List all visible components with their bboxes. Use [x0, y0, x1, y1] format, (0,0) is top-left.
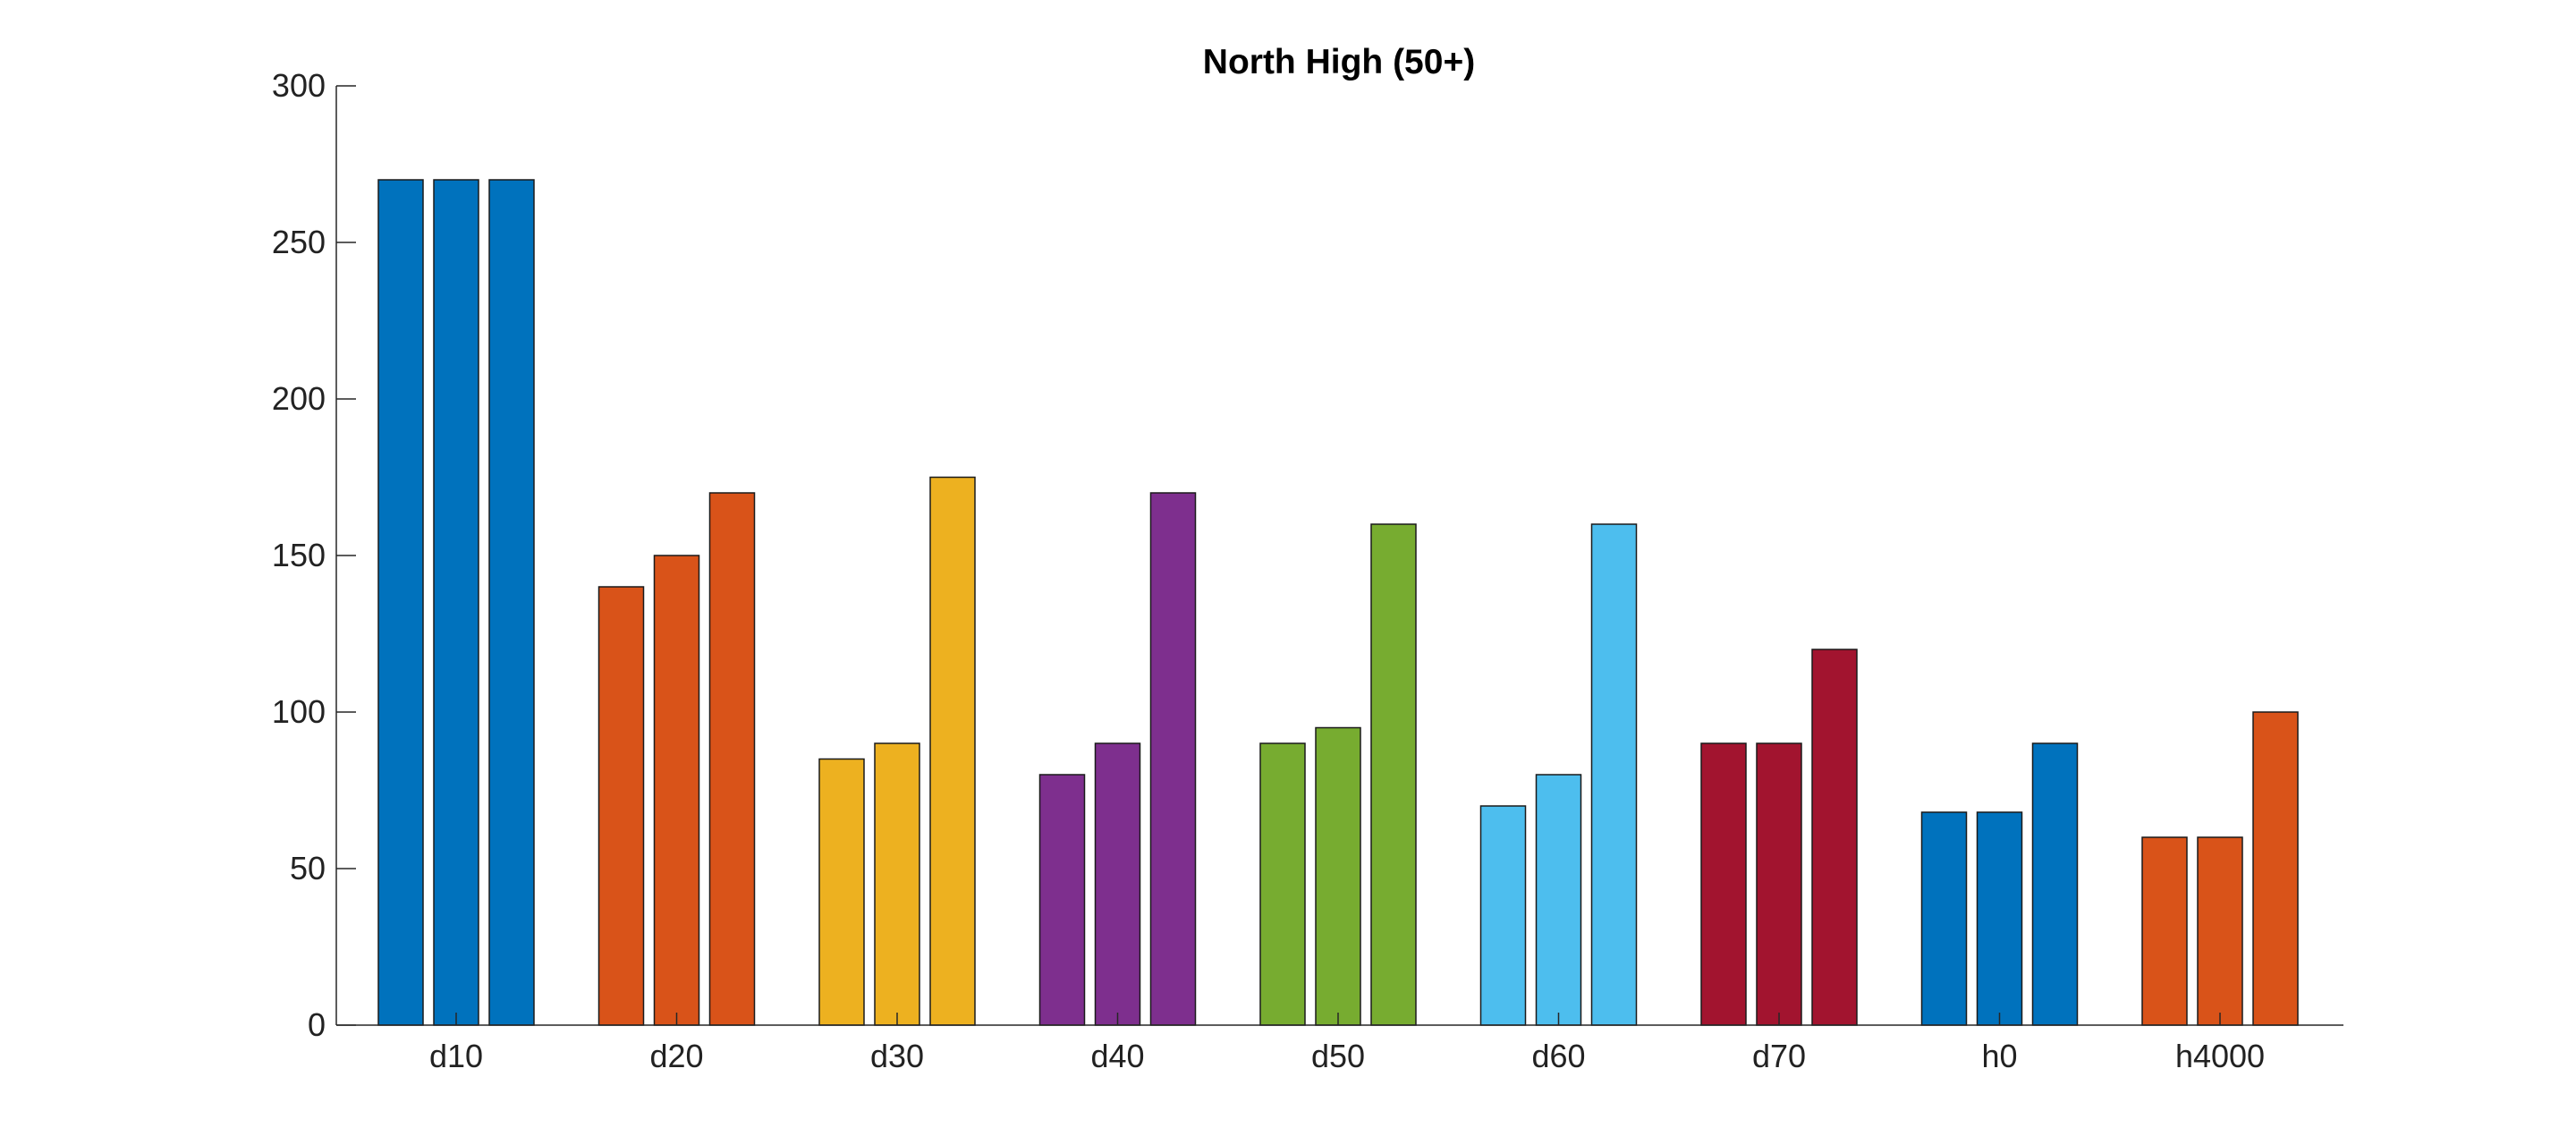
axes-layer [335, 85, 2343, 1026]
bar-d30-1 [818, 758, 865, 1026]
y-tick-label-200: 200 [272, 380, 326, 417]
x-tick-label-d70: d70 [1752, 1038, 1806, 1074]
y-tick-label-250: 250 [272, 224, 326, 260]
bar-h0-3 [2031, 742, 2079, 1026]
x-tick-label-d50: d50 [1311, 1038, 1365, 1074]
x-tick-label-d20: d20 [649, 1038, 703, 1074]
bar-d30-3 [929, 476, 976, 1026]
bar-d70-2 [1756, 742, 1802, 1026]
y-tick-label-100: 100 [272, 693, 326, 730]
bar-d10-3 [488, 179, 535, 1026]
x-tick-label-d30: d30 [870, 1038, 924, 1074]
labels-layer: d10 d20 d30 d40 d50 d60 d70 h0 h4000 0 50 100 150 200… [272, 67, 2265, 1074]
y-tick-label-300: 300 [272, 67, 326, 104]
bar-d10-1 [377, 179, 424, 1026]
bars-layer [377, 179, 2299, 1026]
bar-d40-2 [1094, 742, 1141, 1026]
bar-d20-1 [597, 586, 645, 1026]
x-tick-label-d10: d10 [429, 1038, 483, 1074]
bar-d30-2 [874, 742, 920, 1026]
bar-d40-3 [1149, 492, 1197, 1026]
bar-h4000-1 [2141, 836, 2188, 1026]
bar-d60-2 [1535, 774, 1582, 1026]
chart-title: North High (50+) [1203, 43, 1475, 81]
x-tick-label-h0: h0 [1981, 1038, 2017, 1074]
bar-d60-1 [1479, 805, 1527, 1026]
bar-d60-3 [1590, 523, 1638, 1026]
x-tick-label-d60: d60 [1531, 1038, 1585, 1074]
bar-d10-2 [433, 179, 479, 1026]
bar-h0-1 [1920, 811, 1968, 1026]
bar-d70-1 [1700, 742, 1747, 1026]
bar-d20-2 [653, 555, 700, 1026]
bar-d40-1 [1038, 774, 1086, 1026]
bar-h0-2 [1976, 811, 2023, 1026]
y-tick-label-50: 50 [290, 850, 326, 886]
bar-d50-3 [1370, 523, 1417, 1026]
bar-d20-3 [708, 492, 756, 1026]
x-tick-label-d40: d40 [1090, 1038, 1144, 1074]
bar-d50-2 [1315, 726, 1361, 1026]
bar-d50-1 [1259, 742, 1306, 1026]
y-tick-label-0: 0 [308, 1006, 326, 1043]
x-tick-label-h4000: h4000 [2175, 1038, 2265, 1074]
y-tick-label-150: 150 [272, 537, 326, 573]
bar-h4000-2 [2197, 836, 2243, 1026]
bar-d70-3 [1811, 649, 1858, 1026]
bar-h4000-3 [2252, 711, 2299, 1026]
